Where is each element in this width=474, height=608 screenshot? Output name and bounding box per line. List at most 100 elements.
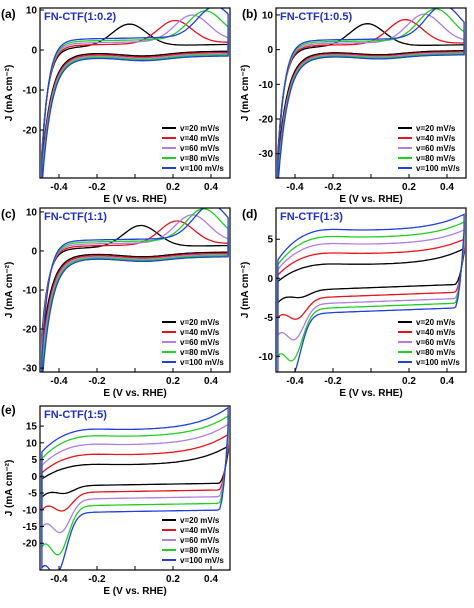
x-tick-label: -0.2 xyxy=(324,376,342,387)
y-axis-label: J (mA cm⁻²) xyxy=(4,262,15,319)
cv-curve-series-1 xyxy=(41,445,229,499)
legend-label: v=40 mV/s xyxy=(416,328,456,337)
x-tick-label: -0.2 xyxy=(324,182,342,193)
legend-label: v=20 mV/s xyxy=(180,124,220,133)
cv-curves xyxy=(41,406,229,570)
legend: v=20 mV/sv=40 mV/sv=60 mV/sv=80 mV/sv=10… xyxy=(162,516,224,565)
y-tick-label: -5 xyxy=(264,313,273,324)
y-tick-label: -30 xyxy=(259,149,274,160)
legend-label: v=100 mV/s xyxy=(180,358,224,367)
cv-curve-series-1 xyxy=(277,247,465,305)
y-tick-label: -20 xyxy=(23,325,38,336)
x-tick-label: -0.2 xyxy=(88,574,106,585)
legend: v=20 mV/sv=40 mV/sv=60 mV/sv=80 mV/sv=10… xyxy=(162,318,224,367)
cv-curve-series-5 xyxy=(41,406,229,570)
panel-label: (d) xyxy=(242,207,257,221)
panel-label: (c) xyxy=(1,207,16,221)
y-tick-label: 0 xyxy=(31,46,37,57)
y-tick-label: 10 xyxy=(26,6,38,17)
y-axis-label: J (mA cm⁻²) xyxy=(4,65,15,122)
legend-label: v=60 mV/s xyxy=(180,536,220,545)
legend-label: v=40 mV/s xyxy=(416,134,456,143)
panel-label: (e) xyxy=(1,403,16,417)
legend-label: v=20 mV/s xyxy=(180,516,220,525)
x-tick-label: -0.4 xyxy=(50,574,68,585)
cv-curve-series-2 xyxy=(277,238,465,320)
legend-label: v=20 mV/s xyxy=(416,318,456,327)
y-tick-label: -10 xyxy=(23,86,38,97)
y-tick-label: -10 xyxy=(23,505,38,516)
y-tick-label: -5 xyxy=(28,489,37,500)
x-tick-label: 0.2 xyxy=(166,182,180,193)
y-axis-label: J (mA cm⁻²) xyxy=(4,460,15,517)
y-tick-label: 10 xyxy=(26,438,38,449)
legend: v=20 mV/sv=40 mV/sv=60 mV/sv=80 mV/sv=10… xyxy=(162,124,224,173)
x-tick-label: -0.2 xyxy=(88,182,106,193)
chart-panel-2: -0.4 -0.2 0.2 0.4 10 0 -10 -20 -30 E (V vs. RHE) J… xyxy=(240,7,467,205)
x-tick-label: 0.4 xyxy=(440,182,454,193)
legend-label: v=100 mV/s xyxy=(416,164,460,173)
legend-label: v=20 mV/s xyxy=(416,124,456,133)
chart-panel-1: -0.4 -0.2 0.2 0.4 10 0 -10 -20 E (V vs. RHE) J (m… xyxy=(1,6,231,205)
legend-label: v=60 mV/s xyxy=(180,338,220,347)
x-tick-label: 0.4 xyxy=(204,376,218,387)
x-tick-label: -0.4 xyxy=(50,376,68,387)
y-tick-label: 10 xyxy=(262,10,274,21)
legend-label: v=60 mV/s xyxy=(416,144,456,153)
x-tick-label: -0.4 xyxy=(286,182,304,193)
x-tick-label: 0.2 xyxy=(166,376,180,387)
chart-title: FN-CTF(1:0.5) xyxy=(280,11,352,23)
x-tick-label: 0.2 xyxy=(166,574,180,585)
cv-curves xyxy=(277,8,465,178)
chart-panel-4: -0.4 -0.2 0.2 0.4 5 0 -5 -10 E (V vs. RHE) J (mA … xyxy=(240,207,467,399)
x-axis-label: E (V vs. RHE) xyxy=(103,388,166,399)
legend-label: v=80 mV/s xyxy=(416,348,456,357)
cv-curves xyxy=(277,213,465,372)
legend-label: v=100 mV/s xyxy=(180,164,224,173)
legend-label: v=60 mV/s xyxy=(416,338,456,347)
chart-title: FN-CTF(1:1) xyxy=(44,211,107,223)
x-axis-label: E (V vs. RHE) xyxy=(339,194,402,205)
y-tick-label: -10 xyxy=(259,352,274,363)
legend-label: v=20 mV/s xyxy=(180,318,220,327)
x-tick-label: -0.4 xyxy=(286,376,304,387)
chart-title: FN-CTF(1:5) xyxy=(44,409,107,421)
y-tick-label: -10 xyxy=(259,80,274,91)
chart-title: FN-CTF(1:3) xyxy=(280,211,343,223)
y-tick-label: -30 xyxy=(23,364,38,375)
y-tick-label: 10 xyxy=(26,207,38,218)
y-tick-label: -20 xyxy=(259,115,274,126)
panel-label: (b) xyxy=(242,7,257,21)
y-tick-label: 15 xyxy=(26,422,38,433)
x-tick-label: 0.4 xyxy=(440,376,454,387)
chart-panel-5: -0.4 -0.2 0.2 0.4 15 10 5 0 -5 -10 -15 -20 E (V vs. … xyxy=(1,403,231,597)
legend-label: v=40 mV/s xyxy=(180,526,220,535)
y-tick-label: 5 xyxy=(31,455,37,466)
x-axis-label: E (V vs. RHE) xyxy=(339,388,402,399)
chart-title: FN-CTF(1:0.2) xyxy=(44,11,116,23)
y-tick-label: 5 xyxy=(267,235,273,246)
legend-label: v=80 mV/s xyxy=(180,154,220,163)
cv-curves xyxy=(41,208,229,372)
x-tick-label: 0.2 xyxy=(402,182,416,193)
panel-label: (a) xyxy=(1,7,16,21)
cv-curve-series-5 xyxy=(277,213,465,372)
legend-label: v=40 mV/s xyxy=(180,134,220,143)
legend-label: v=100 mV/s xyxy=(180,556,224,565)
cv-curve-series-5 xyxy=(41,208,229,372)
y-tick-label: 0 xyxy=(267,274,273,285)
legend-label: v=60 mV/s xyxy=(180,144,220,153)
cv-curves xyxy=(41,8,229,178)
cv-curve-series-2 xyxy=(41,433,229,513)
y-axis-label: J (mA cm⁻²) xyxy=(240,262,251,319)
y-tick-label: -20 xyxy=(23,126,38,137)
y-tick-label: 0 xyxy=(267,45,273,56)
y-tick-label: -10 xyxy=(23,286,38,297)
x-axis-label: E (V vs. RHE) xyxy=(103,194,166,205)
x-tick-label: 0.4 xyxy=(204,182,218,193)
cv-curve-series-5 xyxy=(41,8,229,178)
cv-curve-series-5 xyxy=(277,8,465,178)
y-tick-label: 0 xyxy=(31,246,37,257)
y-tick-label: -15 xyxy=(23,522,38,533)
